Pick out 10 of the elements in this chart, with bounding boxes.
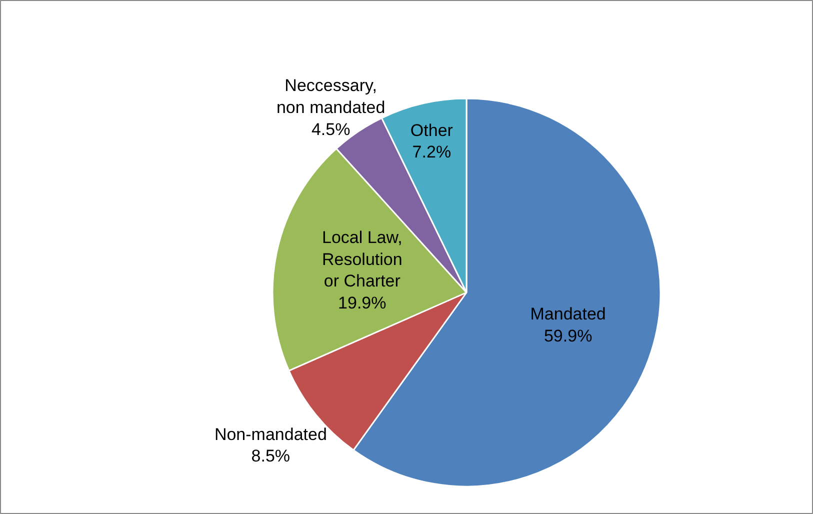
data-label: 19.9% xyxy=(338,293,386,312)
slice-label: Other xyxy=(410,120,454,140)
slice-label: Mandated xyxy=(530,304,606,324)
data-label: 59.9% xyxy=(544,326,592,346)
data-label: 4.5% xyxy=(311,120,350,139)
data-label: 8.5% xyxy=(251,446,290,466)
slice-label: Neccessary, non mandated xyxy=(276,76,386,118)
slice-label: Local Law, Resolution or Charter xyxy=(322,228,402,291)
slice-label: Non-mandated xyxy=(214,424,327,444)
data-label: 7.2% xyxy=(412,142,452,162)
